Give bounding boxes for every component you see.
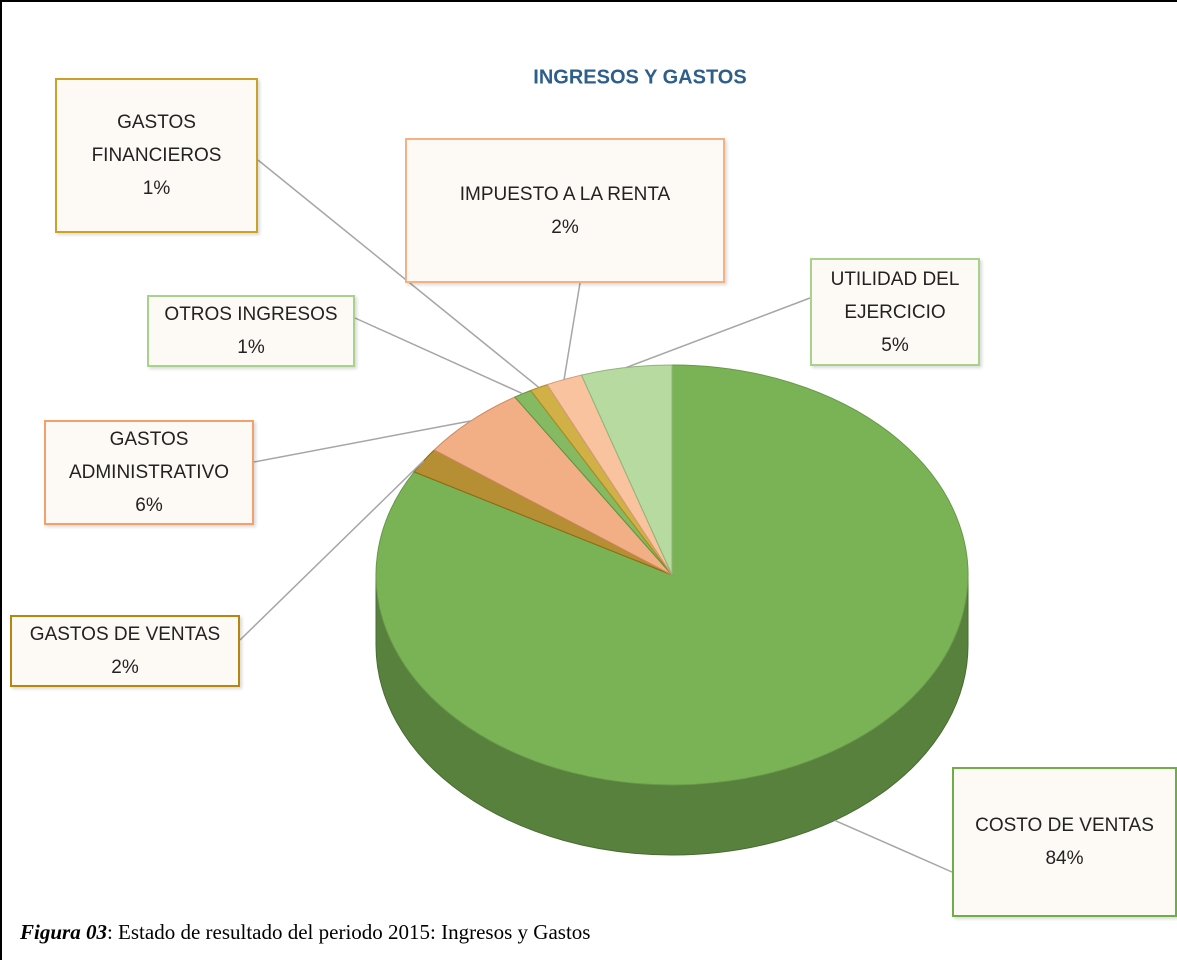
label-name: IMPUESTO A LA RENTA [459,183,671,205]
label-name: GASTOS FINANCIEROS [91,112,222,166]
leader-line [563,282,581,380]
leader-line [834,819,953,873]
label-value: 5% [881,334,909,356]
label-value: 1% [142,178,171,199]
label-name: OTROS INGRESOS [164,304,338,325]
leader-line [257,159,540,389]
data-label: GASTOS DE VENTAS 2% [10,615,240,687]
data-label: COSTO DE VENTAS 84% [952,767,1177,917]
label-name: GASTOS ADMINISTRATIVO [68,429,230,483]
data-label: GASTOS FINANCIEROS 1% [55,78,258,233]
label-value: 1% [237,337,265,358]
label-name: UTILIDAD DEL EJERCICIO [830,268,960,323]
caption: Figura 03: Estado de resultado del perio… [20,920,590,945]
leader-line [625,297,811,369]
data-label: UTILIDAD DEL EJERCICIO 5% [810,258,980,366]
label-value: 2% [551,216,579,238]
slice [580,364,673,576]
label-name: COSTO DE VENTAS [975,815,1154,836]
chart-title: INGRESOS Y GASTOS [533,66,746,88]
data-label: GASTOS ADMINISTRATIVO 6% [44,420,254,525]
data-label: OTROS INGRESOS 1% [147,295,355,367]
label-value: 84% [1045,848,1084,869]
leader-line [354,317,523,395]
caption-label: Figura 03 [20,920,107,944]
leader-line [253,420,472,463]
label-name: GASTOS DE VENTAS [29,624,221,645]
leader-line [239,460,425,641]
data-label: IMPUESTO A LA RENTA 2% [405,138,725,283]
label-value: 2% [111,657,139,678]
caption-text: : Estado de resultado del periodo 2015: … [106,920,591,944]
label-value: 6% [135,495,163,516]
